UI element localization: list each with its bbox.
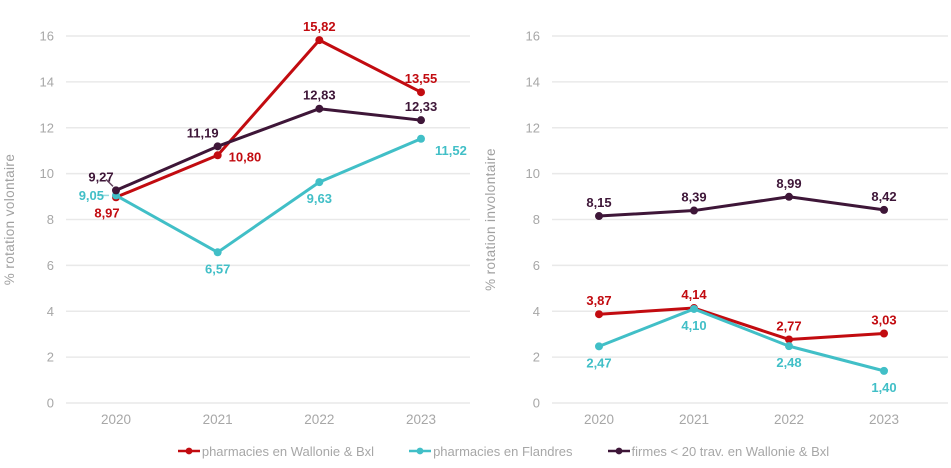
chart-legend: pharmacies en Wallonie & Bxl pharmacies … — [28, 436, 951, 466]
line-dot-marker-icon — [177, 447, 200, 455]
y-axis-title: % rotation volontaire — [2, 154, 17, 285]
data-label: 15,82 — [303, 19, 336, 34]
data-label: 13,55 — [405, 71, 438, 86]
y-tick-label: 12 — [526, 120, 540, 135]
chart-svg-rotation-involontaire: 0 2 4 6 8 10 12 14 16 2020 2021 2022 2023 % rotation … — [483, 29, 948, 427]
data-label: 12,83 — [303, 88, 336, 103]
x-tick-label: 2021 — [679, 412, 709, 427]
data-label: 3,03 — [871, 312, 896, 327]
y-tick-label: 14 — [526, 74, 540, 89]
y-tick-label: 6 — [47, 258, 54, 273]
x-tick-label: 2020 — [584, 412, 614, 427]
data-point — [690, 206, 698, 215]
data-label: 9,27 — [88, 169, 113, 184]
data-label: 9,63 — [307, 191, 332, 206]
data-point — [785, 192, 793, 201]
y-tick-label: 8 — [533, 212, 540, 227]
data-label: 8,15 — [586, 195, 611, 210]
legend-item-firmes-20-trav: firmes < 20 trav. en Wallonie & Bxl — [607, 443, 830, 459]
line-dot-marker-icon — [607, 447, 630, 455]
data-point — [112, 186, 120, 195]
y-tick-label: 16 — [526, 29, 540, 44]
data-label: 1,40 — [871, 380, 896, 395]
x-tick-label: 2022 — [774, 412, 804, 427]
y-tick-label: 0 — [47, 396, 54, 411]
data-label: 3,87 — [586, 293, 611, 308]
data-label: 2,48 — [776, 355, 801, 370]
data-point — [785, 335, 793, 344]
data-label: 4,14 — [681, 287, 707, 302]
label-leader — [105, 178, 114, 187]
data-label: 8,99 — [776, 176, 801, 191]
x-tick-label: 2020 — [101, 412, 131, 427]
data-point — [417, 88, 425, 97]
data-point — [417, 134, 425, 143]
data-point — [880, 205, 888, 214]
y-tick-label: 4 — [533, 304, 540, 319]
y-tick-label: 6 — [533, 258, 540, 273]
data-label: 4,10 — [681, 318, 706, 333]
data-point — [595, 212, 603, 221]
data-label: 11,52 — [435, 143, 467, 158]
x-tick-label: 2021 — [203, 412, 233, 427]
series-line-purple — [114, 107, 423, 192]
y-tick-label: 16 — [40, 29, 54, 44]
legend-item-pharmacies-flandres: pharmacies en Flandres — [409, 443, 573, 459]
series-line-red — [597, 306, 886, 341]
data-point — [595, 310, 603, 319]
data-label: 8,97 — [94, 205, 119, 220]
line-dot-marker-icon — [409, 447, 432, 455]
data-point — [213, 248, 222, 257]
data-point — [315, 36, 324, 45]
y-tick-label: 8 — [47, 212, 54, 227]
data-label: 12,33 — [405, 99, 438, 114]
legend-label-pharmacies-flandres: pharmacies en Flandres — [433, 443, 573, 459]
y-tick-label: 2 — [533, 350, 540, 365]
chart-rotation-involontaire: 0 2 4 6 8 10 12 14 16 2020 2021 2022 2023 % rotation … — [475, 0, 951, 435]
data-label: 8,39 — [681, 190, 706, 205]
series-line-cyan — [597, 307, 886, 373]
y-tick-label: 12 — [40, 120, 54, 135]
x-tick-label: 2023 — [869, 412, 899, 427]
chart-svg-rotation-volontaire: 0 2 4 6 8 10 12 14 16 2020 2021 2022 2023 % rotation … — [2, 19, 470, 427]
y-axis-title: % rotation involontaire — [483, 148, 498, 291]
y-tick-label: 2 — [47, 350, 54, 365]
y-tick-label: 4 — [47, 304, 54, 319]
y-tick-label: 10 — [526, 166, 540, 181]
data-label: 8,42 — [871, 189, 896, 204]
data-point — [213, 142, 222, 151]
series-line-cyan — [114, 137, 423, 254]
data-label: 2,77 — [776, 318, 801, 333]
series-line-red — [114, 38, 423, 199]
data-label: 10,80 — [229, 149, 262, 164]
data-point — [595, 342, 603, 351]
series-line-purple — [597, 195, 886, 218]
data-point — [417, 116, 425, 125]
data-point — [315, 178, 324, 187]
legend-label-pharmacies-wallonie-bxl: pharmacies en Wallonie & Bxl — [201, 443, 375, 459]
data-point — [690, 304, 698, 313]
data-point — [315, 104, 324, 113]
data-label: 2,47 — [586, 355, 611, 370]
chart-rotation-volontaire: 0 2 4 6 8 10 12 14 16 2020 2021 2022 2023 % rotation … — [0, 0, 475, 435]
y-tick-label: 10 — [40, 166, 54, 181]
y-tick-label: 14 — [40, 74, 54, 89]
legend-item-pharmacies-wallonie-bxl: pharmacies en Wallonie & Bxl — [177, 443, 375, 459]
data-label: 9,05 — [79, 188, 104, 203]
data-point — [880, 366, 888, 375]
y-tick-label: 0 — [533, 396, 540, 411]
data-label: 11,19 — [187, 125, 219, 140]
data-point — [213, 151, 222, 160]
data-point — [785, 342, 793, 351]
x-tick-label: 2023 — [406, 412, 436, 427]
data-point — [880, 329, 888, 338]
x-tick-label: 2022 — [304, 412, 334, 427]
data-label: 6,57 — [205, 261, 230, 276]
legend-label-firmes-20-trav: firmes < 20 trav. en Wallonie & Bxl — [631, 443, 830, 459]
